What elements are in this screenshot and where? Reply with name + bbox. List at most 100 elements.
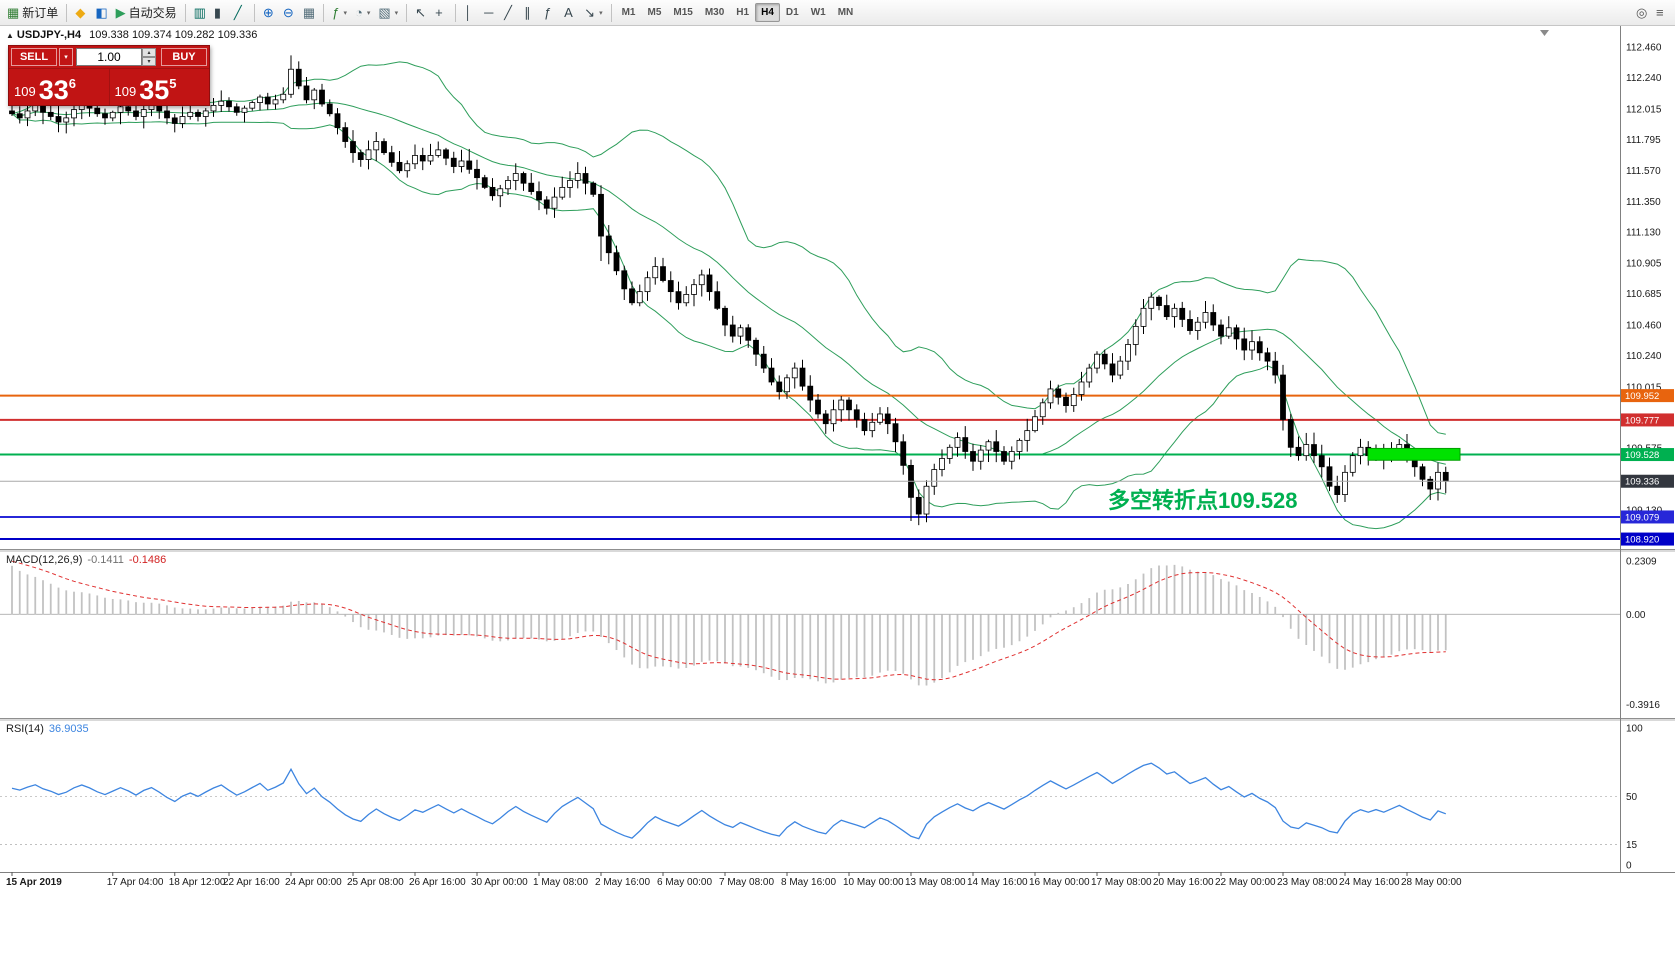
toolbar-separator <box>253 3 255 22</box>
indicators-icon[interactable]: ƒ ▾ <box>328 3 351 23</box>
toolbar-separator <box>323 3 325 22</box>
metaeditor-icon[interactable]: ◧ <box>91 3 111 23</box>
arrow-tools-icon-glyph: ↘ <box>584 5 596 20</box>
svg-text:25 Apr 08:00: 25 Apr 08:00 <box>347 877 404 888</box>
highlight-rectangle[interactable] <box>1367 447 1461 461</box>
templates-icon[interactable]: ▧ ▾ <box>374 3 402 23</box>
period-selector-icon[interactable]: ◔ ▾ <box>351 3 374 23</box>
vertical-line-icon-glyph: │ <box>464 5 473 20</box>
volume-input[interactable] <box>76 48 142 66</box>
new-order-button[interactable]: ▦ 新订单 <box>3 3 62 23</box>
text-icon[interactable]: A <box>560 3 580 23</box>
timeframe-m30[interactable]: M30 <box>699 3 730 22</box>
svg-text:30 Apr 00:00: 30 Apr 00:00 <box>471 877 528 888</box>
timeframe-w1[interactable]: W1 <box>805 3 832 22</box>
toolbar-right-group: ◎ ≡ <box>1632 3 1672 23</box>
text-icon-glyph: A <box>564 5 573 20</box>
volume-down-button[interactable]: ▾ <box>142 57 156 66</box>
pane-splitter[interactable] <box>0 549 1675 552</box>
tile-windows-icon[interactable]: ▦ <box>299 3 319 23</box>
trendline-icon[interactable]: ╱ <box>500 3 520 23</box>
toolbar-menu-icon-glyph: ≡ <box>1656 5 1664 20</box>
buy-price-big: 35 <box>139 74 170 105</box>
timeframe-mn[interactable]: MN <box>832 3 860 22</box>
buy-price-pip: 5 <box>169 76 177 91</box>
arrow-tools-icon[interactable]: ↘ ▾ <box>580 3 606 23</box>
one-click-collapse-arrow[interactable]: ▲ <box>6 31 14 40</box>
svg-text:6 May 00:00: 6 May 00:00 <box>657 877 712 888</box>
tile-windows-icon-glyph: ▦ <box>302 5 316 20</box>
fibonacci-icon-glyph: ƒ <box>544 5 552 20</box>
svg-text:8 May 16:00: 8 May 16:00 <box>781 877 836 888</box>
candlestick-chart-icon[interactable]: ▮ <box>210 3 230 23</box>
svg-text:111.795: 111.795 <box>1626 135 1661 146</box>
cursor-icon[interactable]: ↖ <box>411 3 431 23</box>
search-icon[interactable]: ◎ <box>1632 3 1652 23</box>
zoom-in-icon[interactable]: ⊕ <box>259 3 279 23</box>
chart-shift-marker[interactable] <box>1540 30 1549 36</box>
order-type-dropdown[interactable]: ▾ <box>59 48 73 66</box>
equidistant-channel-icon[interactable]: ∥ <box>520 3 540 23</box>
svg-text:112.460: 112.460 <box>1626 43 1662 54</box>
crosshair-icon-glyph: + <box>435 5 443 20</box>
sell-button[interactable]: SELL <box>11 48 57 66</box>
timeframe-h4[interactable]: H4 <box>755 3 780 22</box>
chart-annotation[interactable]: 多空转折点109.528 <box>1108 488 1298 513</box>
svg-text:26 Apr 16:00: 26 Apr 16:00 <box>409 877 466 888</box>
zoom-in-icon-glyph: ⊕ <box>262 5 274 20</box>
svg-text:109.952: 109.952 <box>1625 391 1659 402</box>
timeframe-m5[interactable]: M5 <box>641 3 667 22</box>
period-selector-icon-glyph: ◔ <box>354 5 363 20</box>
svg-text:0: 0 <box>1626 861 1632 872</box>
mql-community-icon[interactable]: ◆ <box>71 3 91 23</box>
svg-text:13 May 08:00: 13 May 08:00 <box>905 877 966 888</box>
horizontal-line-icon[interactable]: ─ <box>480 3 500 23</box>
timeframe-h1[interactable]: H1 <box>730 3 755 22</box>
svg-text:109.079: 109.079 <box>1625 512 1659 523</box>
bollinger-bands <box>11 61 1446 530</box>
volume-stepper: ▴ ▾ <box>142 48 156 66</box>
timeframe-d1[interactable]: D1 <box>780 3 805 22</box>
svg-text:111.350: 111.350 <box>1626 197 1661 208</box>
svg-text:110.015: 110.015 <box>1626 382 1662 393</box>
pane-splitter[interactable] <box>0 718 1675 721</box>
toolbar-separator <box>66 3 68 22</box>
zoom-out-icon[interactable]: ⊖ <box>279 3 299 23</box>
autotrading-button[interactable]: ▶ 自动交易 <box>112 3 181 23</box>
timeframe-m15[interactable]: M15 <box>667 3 698 22</box>
svg-text:110.905: 110.905 <box>1626 259 1662 270</box>
bar-chart-icon-glyph: ▥ <box>193 5 206 20</box>
period-selector-icon-dropdown-arrow: ▾ <box>366 9 371 17</box>
svg-text:10 May 00:00: 10 May 00:00 <box>843 877 904 888</box>
trendline-icon-glyph: ╱ <box>504 5 512 20</box>
crosshair-icon[interactable]: + <box>431 3 451 23</box>
cursor-icon-glyph: ↖ <box>415 5 427 20</box>
svg-text:109.777: 109.777 <box>1625 415 1659 426</box>
timeframe-m1[interactable]: M1 <box>616 3 642 22</box>
buy-price[interactable]: 109 35 5 <box>110 69 210 105</box>
svg-text:24 May 16:00: 24 May 16:00 <box>1339 877 1400 888</box>
fibonacci-icon[interactable]: ƒ <box>540 3 560 23</box>
vertical-line-icon[interactable]: │ <box>460 3 480 23</box>
volume-up-button[interactable]: ▴ <box>142 48 156 57</box>
svg-text:2 May 16:00: 2 May 16:00 <box>595 877 650 888</box>
templates-icon-dropdown-arrow: ▾ <box>394 9 399 17</box>
svg-text:50: 50 <box>1626 792 1638 803</box>
rsi-line <box>11 762 1447 840</box>
macd-signal-value: -0.1486 <box>128 554 167 566</box>
candles-layer[interactable] <box>9 55 1449 526</box>
price-tag-109.777: 109.777 <box>1621 413 1674 427</box>
arrow-tools-icon-dropdown-arrow: ▾ <box>599 9 603 17</box>
buy-button[interactable]: BUY <box>161 48 207 66</box>
svg-text:1 May 08:00: 1 May 08:00 <box>533 877 588 888</box>
sell-price[interactable]: 109 33 6 <box>9 69 110 105</box>
symbol-label: USDJPY-,H4 <box>16 29 82 41</box>
line-chart-icon[interactable]: ╱ <box>230 3 250 23</box>
bar-chart-icon[interactable]: ▥ <box>190 3 210 23</box>
mql-community-icon-glyph: ◆ <box>75 5 86 20</box>
toolbar-menu-icon[interactable]: ≡ <box>1652 3 1672 23</box>
horizontal-line-icon-glyph: ─ <box>484 5 494 20</box>
line-chart-icon-glyph: ╱ <box>233 5 242 20</box>
